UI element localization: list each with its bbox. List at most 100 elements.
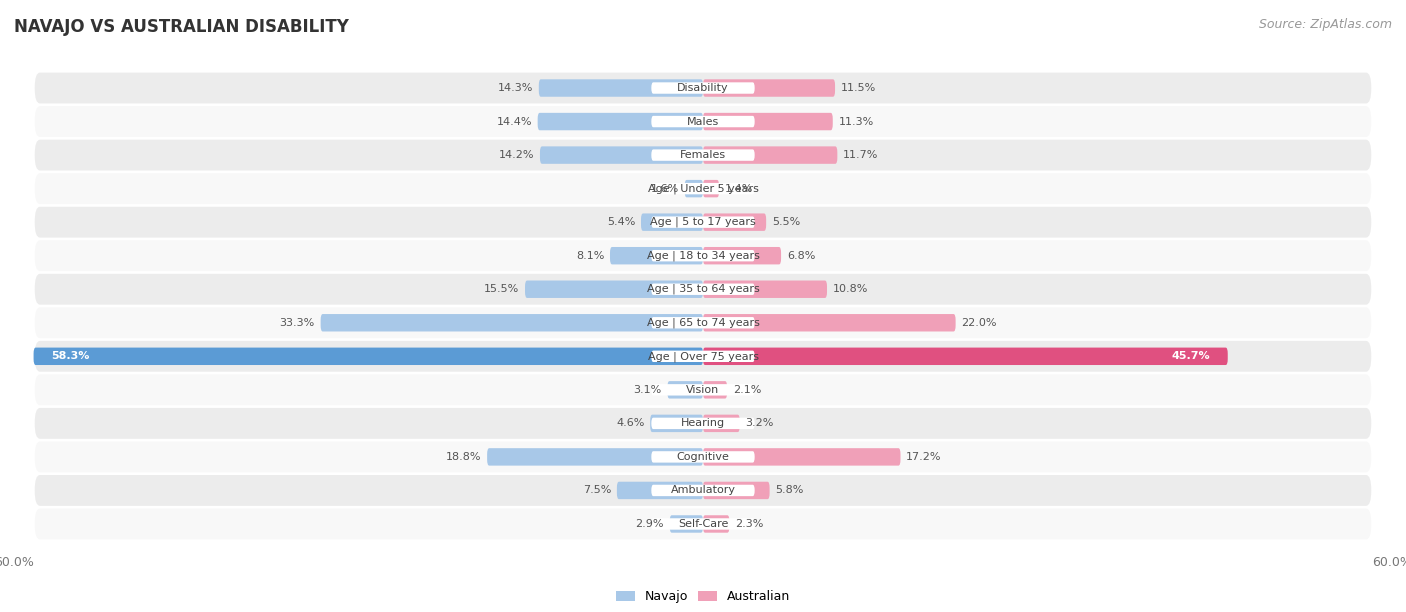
FancyBboxPatch shape (524, 280, 703, 298)
Text: Age | 65 to 74 years: Age | 65 to 74 years (647, 318, 759, 328)
Text: 22.0%: 22.0% (962, 318, 997, 328)
FancyBboxPatch shape (703, 180, 718, 197)
Text: NAVAJO VS AUSTRALIAN DISABILITY: NAVAJO VS AUSTRALIAN DISABILITY (14, 18, 349, 36)
FancyBboxPatch shape (703, 280, 827, 298)
FancyBboxPatch shape (538, 80, 703, 97)
Text: 5.8%: 5.8% (775, 485, 804, 496)
FancyBboxPatch shape (35, 241, 1371, 271)
Text: Age | 5 to 17 years: Age | 5 to 17 years (650, 217, 756, 228)
Text: 5.4%: 5.4% (607, 217, 636, 227)
FancyBboxPatch shape (703, 80, 835, 97)
Text: 11.7%: 11.7% (844, 150, 879, 160)
Text: 10.8%: 10.8% (832, 284, 868, 294)
FancyBboxPatch shape (641, 214, 703, 231)
Text: 14.3%: 14.3% (498, 83, 533, 93)
FancyBboxPatch shape (650, 415, 703, 432)
Text: Vision: Vision (686, 385, 720, 395)
FancyBboxPatch shape (651, 283, 755, 295)
FancyBboxPatch shape (685, 180, 703, 197)
Text: Disability: Disability (678, 83, 728, 93)
Text: 11.5%: 11.5% (841, 83, 876, 93)
Text: 3.2%: 3.2% (745, 419, 773, 428)
FancyBboxPatch shape (35, 475, 1371, 506)
Text: 6.8%: 6.8% (787, 251, 815, 261)
FancyBboxPatch shape (35, 375, 1371, 405)
Text: Hearing: Hearing (681, 419, 725, 428)
FancyBboxPatch shape (35, 509, 1371, 539)
FancyBboxPatch shape (651, 83, 755, 94)
Text: 33.3%: 33.3% (280, 318, 315, 328)
Text: 4.6%: 4.6% (616, 419, 644, 428)
Text: Source: ZipAtlas.com: Source: ZipAtlas.com (1258, 18, 1392, 31)
FancyBboxPatch shape (703, 515, 730, 532)
Text: 1.4%: 1.4% (725, 184, 754, 193)
Text: 2.3%: 2.3% (735, 519, 763, 529)
Text: Cognitive: Cognitive (676, 452, 730, 462)
FancyBboxPatch shape (651, 384, 755, 395)
Text: Age | Under 5 years: Age | Under 5 years (648, 184, 758, 194)
FancyBboxPatch shape (703, 314, 956, 332)
FancyBboxPatch shape (35, 207, 1371, 237)
FancyBboxPatch shape (651, 351, 755, 362)
FancyBboxPatch shape (703, 146, 838, 164)
Text: Age | 35 to 64 years: Age | 35 to 64 years (647, 284, 759, 294)
FancyBboxPatch shape (35, 73, 1371, 103)
Text: 14.4%: 14.4% (496, 116, 531, 127)
FancyBboxPatch shape (651, 518, 755, 529)
Text: 2.1%: 2.1% (733, 385, 761, 395)
Text: Self-Care: Self-Care (678, 519, 728, 529)
Text: 2.9%: 2.9% (636, 519, 664, 529)
FancyBboxPatch shape (35, 341, 1371, 371)
Text: 45.7%: 45.7% (1171, 351, 1211, 361)
Text: 7.5%: 7.5% (582, 485, 612, 496)
Text: 18.8%: 18.8% (446, 452, 481, 462)
FancyBboxPatch shape (610, 247, 703, 264)
FancyBboxPatch shape (35, 106, 1371, 137)
FancyBboxPatch shape (35, 441, 1371, 472)
Legend: Navajo, Australian: Navajo, Australian (612, 585, 794, 608)
Text: Females: Females (681, 150, 725, 160)
FancyBboxPatch shape (668, 381, 703, 398)
FancyBboxPatch shape (651, 417, 755, 429)
FancyBboxPatch shape (703, 381, 727, 398)
FancyBboxPatch shape (703, 348, 1227, 365)
FancyBboxPatch shape (703, 247, 782, 264)
FancyBboxPatch shape (35, 307, 1371, 338)
FancyBboxPatch shape (651, 217, 755, 228)
Text: 11.3%: 11.3% (838, 116, 873, 127)
FancyBboxPatch shape (321, 314, 703, 332)
FancyBboxPatch shape (651, 116, 755, 127)
FancyBboxPatch shape (651, 149, 755, 161)
FancyBboxPatch shape (34, 348, 703, 365)
FancyBboxPatch shape (35, 274, 1371, 305)
FancyBboxPatch shape (651, 317, 755, 329)
Text: 3.1%: 3.1% (634, 385, 662, 395)
FancyBboxPatch shape (35, 408, 1371, 439)
Text: Age | 18 to 34 years: Age | 18 to 34 years (647, 250, 759, 261)
Text: 58.3%: 58.3% (51, 351, 89, 361)
FancyBboxPatch shape (486, 448, 703, 466)
FancyBboxPatch shape (540, 146, 703, 164)
FancyBboxPatch shape (651, 183, 755, 195)
FancyBboxPatch shape (669, 515, 703, 532)
Text: 15.5%: 15.5% (484, 284, 519, 294)
FancyBboxPatch shape (703, 214, 766, 231)
Text: 5.5%: 5.5% (772, 217, 800, 227)
FancyBboxPatch shape (651, 485, 755, 496)
Text: 8.1%: 8.1% (576, 251, 605, 261)
Text: 1.6%: 1.6% (651, 184, 679, 193)
FancyBboxPatch shape (703, 113, 832, 130)
Text: Age | Over 75 years: Age | Over 75 years (648, 351, 758, 362)
Text: 17.2%: 17.2% (907, 452, 942, 462)
FancyBboxPatch shape (703, 415, 740, 432)
Text: Ambulatory: Ambulatory (671, 485, 735, 496)
Text: Males: Males (688, 116, 718, 127)
FancyBboxPatch shape (537, 113, 703, 130)
Text: 14.2%: 14.2% (499, 150, 534, 160)
FancyBboxPatch shape (703, 482, 769, 499)
FancyBboxPatch shape (651, 451, 755, 463)
FancyBboxPatch shape (651, 250, 755, 261)
FancyBboxPatch shape (617, 482, 703, 499)
FancyBboxPatch shape (703, 448, 900, 466)
FancyBboxPatch shape (35, 140, 1371, 171)
